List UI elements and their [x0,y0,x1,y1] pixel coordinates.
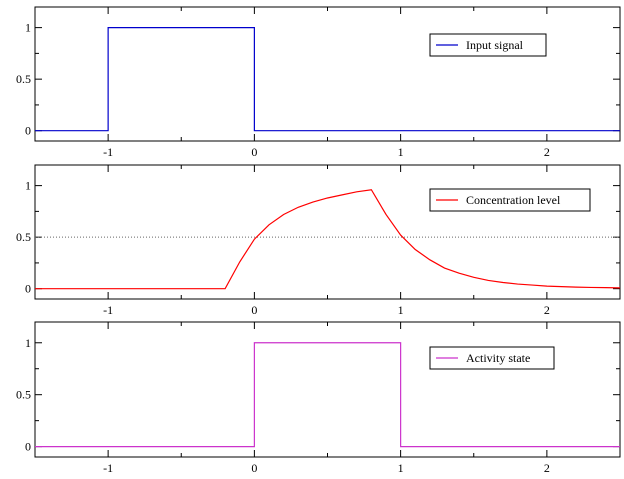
data-point [443,267,445,269]
series-line-1 [35,27,620,132]
data-point [502,281,504,283]
y-tick-label: 0.5 [16,72,31,86]
x-tick-label: -1 [103,303,113,317]
legend-label: Activity state [466,351,530,365]
data-point [399,234,401,236]
data-point [253,342,255,344]
data-point [531,284,533,286]
legend-label: Concentration level [466,193,561,207]
data-point [253,238,255,240]
data-point [619,445,621,447]
data-point [414,248,416,250]
data-point [297,206,299,208]
data-point [385,213,387,215]
data-point [282,213,284,215]
chart-panel-3: -1 0 1 2 0 0.5 1 Activity state [16,321,621,475]
data-point [399,445,401,447]
x-tick-label: 2 [544,303,550,317]
data-point [516,283,518,285]
data-point [34,445,36,447]
x-tick-label: 0 [251,303,257,317]
legend: Input signal [429,33,547,57]
series-line-1 [35,342,620,448]
y-tick-label: 0.5 [16,388,31,402]
x-tick-label: 1 [398,303,404,317]
data-point [399,342,401,344]
y-tick-label: 0 [25,282,31,296]
data-point [326,197,328,199]
data-point [546,285,548,287]
legend: Concentration level [429,188,591,212]
chart-panel-1: -1 0 1 2 0 0.5 1 Input signal [16,6,621,159]
data-point [619,129,621,131]
data-point [619,287,621,289]
x-tick-label: -1 [103,461,113,475]
y-tick-label: 1 [25,179,31,193]
data-point [370,189,372,191]
data-point [34,287,36,289]
data-point [107,26,109,28]
data-point [604,286,606,288]
legend-box [429,188,591,212]
data-point [473,276,475,278]
x-tick-label: 0 [251,461,257,475]
data-point [312,201,314,203]
data-point [268,224,270,226]
x-tick-label: 0 [251,145,257,159]
y-tick-label: 1 [25,336,31,350]
data-point [458,272,460,274]
data-point [590,286,592,288]
x-tick-label: 1 [398,461,404,475]
data-point [253,26,255,28]
data-point [487,279,489,281]
data-point [341,194,343,196]
legend-box [429,346,555,370]
data-point [253,129,255,131]
data-point [107,129,109,131]
series-line-1 [35,189,621,290]
data-point [429,259,431,261]
data-point [253,445,255,447]
data-point [224,287,226,289]
data-point [239,261,241,263]
data-point [575,286,577,288]
plot-frame [34,164,621,300]
legend-label: Input signal [466,38,524,52]
data-point [34,129,36,131]
x-tick-label: 2 [544,461,550,475]
x-tick-label: 1 [398,145,404,159]
x-tick-label: 2 [544,145,550,159]
legend: Activity state [429,346,555,370]
data-point [560,285,562,287]
x-tick-label: -1 [103,145,113,159]
y-tick-label: 0 [25,440,31,454]
legend-box [429,33,547,57]
y-tick-label: 0.5 [16,230,31,244]
y-tick-label: 0 [25,124,31,138]
data-point [356,191,358,193]
y-tick-label: 1 [25,21,31,35]
chart-panel-2: -1 0 1 2 0 0.5 1 Concentration level [16,164,621,317]
